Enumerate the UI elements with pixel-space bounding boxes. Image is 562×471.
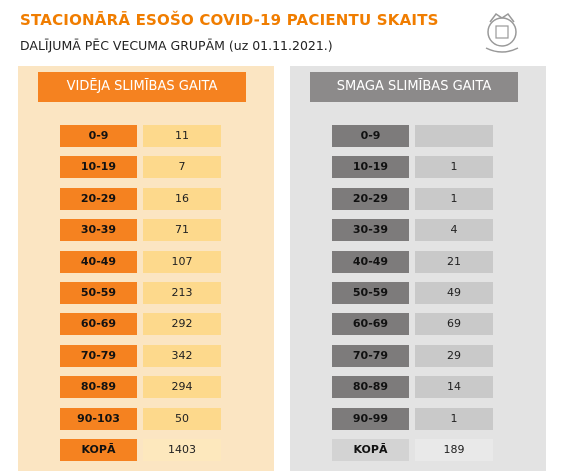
- patient-count: 1: [415, 156, 493, 179]
- age-group: 50-59: [332, 282, 409, 304]
- patient-count: 189: [415, 439, 493, 461]
- age-group: 70-79: [60, 344, 137, 367]
- patient-count: 294: [143, 376, 221, 399]
- age-group: 10-19: [60, 156, 137, 179]
- patient-count: 50: [143, 407, 221, 430]
- age-group: KOPĀ: [60, 439, 137, 461]
- age-group: 80-89: [332, 376, 409, 399]
- patient-count: 213: [143, 282, 221, 304]
- subtitle: DALĪJUMĀ PĒC VECUMA GRUPĀM (uz 01.11.202…: [20, 38, 333, 53]
- patient-count: 16: [143, 187, 221, 210]
- age-group: 10-19: [332, 156, 409, 179]
- logo: [485, 12, 519, 53]
- patient-count: 342: [143, 344, 221, 367]
- age-group: 0-9: [332, 125, 409, 147]
- age-group: 70-79: [332, 344, 409, 367]
- age-group: 20-29: [332, 187, 409, 210]
- age-group: 40-49: [60, 250, 137, 273]
- panel-title: SMAGA SLIMĪBAS GAITA: [310, 72, 518, 102]
- age-group: 50-59: [60, 282, 137, 304]
- age-group: 90-103: [60, 407, 137, 430]
- patient-count: 1403: [143, 439, 221, 461]
- patient-count: 4: [415, 219, 493, 242]
- severe-panel: SMAGA SLIMĪBAS GAITA 0-9 10-19 1 20-29 1 30-3…: [290, 66, 546, 471]
- age-group: 30-39: [332, 219, 409, 242]
- patient-count: 29: [415, 344, 493, 367]
- title: STACIONĀRĀ ESOŠO COVID-19 PACIENTU SKAIT…: [20, 11, 439, 29]
- mild-panel: VIDĒJA SLIMĪBAS GAITA 0-9 11 10-19 7 20-29 16…: [18, 66, 274, 471]
- age-group: 60-69: [332, 313, 409, 336]
- patient-count: 14: [415, 376, 493, 399]
- age-group: KOPĀ: [332, 439, 409, 461]
- patient-count: 69: [415, 313, 493, 336]
- patient-count: 49: [415, 282, 493, 304]
- patient-count: 11: [143, 125, 221, 147]
- patient-count: 1: [415, 187, 493, 210]
- panel-title: VIDĒJA SLIMĪBAS GAITA: [38, 72, 246, 102]
- patient-count: [415, 125, 493, 147]
- patient-count: 21: [415, 250, 493, 273]
- patient-count: 71: [143, 219, 221, 242]
- patient-count: 292: [143, 313, 221, 336]
- age-group: 0-9: [60, 125, 137, 147]
- patient-count: 7: [143, 156, 221, 179]
- age-group: 90-99: [332, 407, 409, 430]
- age-group: 80-89: [60, 376, 137, 399]
- age-group: 20-29: [60, 187, 137, 210]
- age-group: 40-49: [332, 250, 409, 273]
- age-group: 60-69: [60, 313, 137, 336]
- patient-count: 1: [415, 407, 493, 430]
- age-group: 30-39: [60, 219, 137, 242]
- patient-count: 107: [143, 250, 221, 273]
